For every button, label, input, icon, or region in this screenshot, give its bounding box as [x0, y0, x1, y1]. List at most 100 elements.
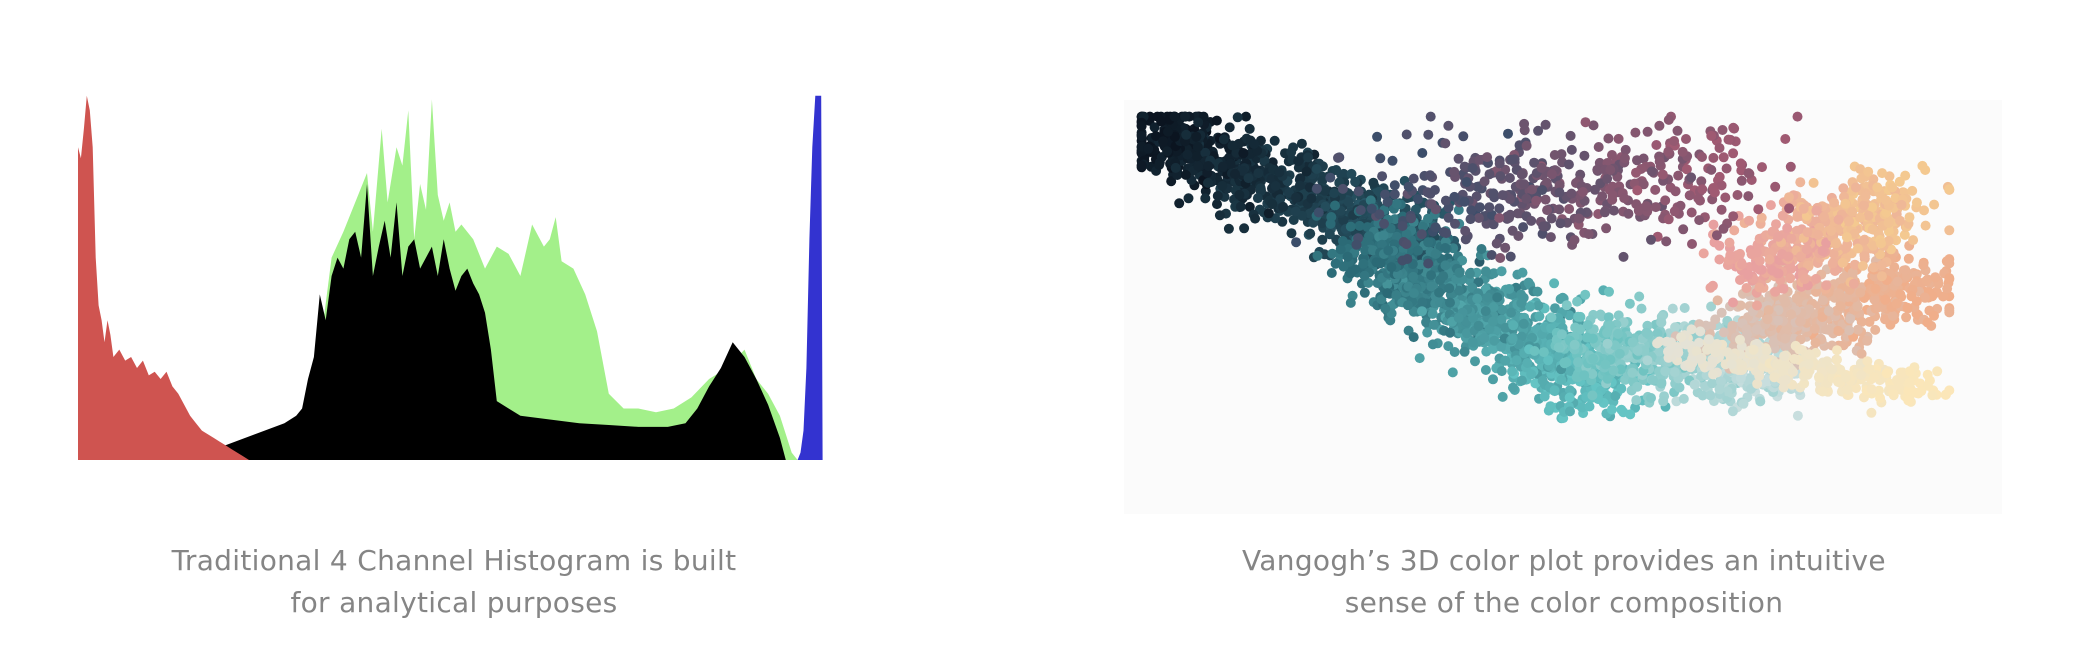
color-point-1488: [1364, 231, 1374, 242]
color-point-4102: [1500, 242, 1511, 253]
color-point-2408: [1652, 328, 1663, 339]
color-point-510: [1286, 228, 1297, 239]
color-point-4329: [1851, 383, 1861, 394]
color-point-3986: [1681, 134, 1691, 144]
color-point-4388: [1694, 337, 1704, 348]
color-point-3233: [1944, 273, 1955, 284]
color-point-3261: [1895, 289, 1906, 300]
color-point-3985: [1785, 161, 1796, 172]
color-point-2337: [1538, 347, 1549, 358]
color-point-2505: [1674, 382, 1685, 393]
color-point-2679: [1689, 379, 1700, 390]
color-point-232: [1239, 223, 1250, 234]
color-point-4183: [1631, 167, 1641, 178]
color-point-1927: [1443, 341, 1454, 352]
color-point-3947: [1620, 144, 1631, 155]
color-point-4178: [1602, 173, 1613, 184]
color-point-4124: [1641, 201, 1652, 212]
color-point-1859: [1415, 259, 1426, 270]
color-point-4146: [1521, 140, 1532, 151]
color-point-797: [1286, 147, 1297, 157]
color-point-3690: [1829, 197, 1840, 208]
color-point-4174: [1366, 203, 1377, 214]
color-point-3880: [1372, 131, 1383, 142]
color-point-2654: [1656, 317, 1667, 328]
color-point-3122: [1804, 304, 1815, 315]
color-point-2650: [1744, 375, 1755, 385]
color-point-2616: [1579, 370, 1590, 381]
color-point-1836: [1533, 300, 1544, 311]
color-point-3703: [1828, 248, 1839, 259]
color-point-2696: [1667, 303, 1678, 314]
color-point-3859: [1495, 253, 1506, 263]
color-point-4527: [1842, 384, 1853, 395]
color-point-3782: [1764, 254, 1775, 265]
color-point-3273: [1773, 315, 1784, 326]
color-point-3970: [1718, 152, 1729, 163]
color-point-3966: [1588, 120, 1599, 131]
color-point-1839: [1480, 306, 1491, 317]
color-point-3914: [1529, 157, 1540, 168]
color-point-4240: [1597, 191, 1608, 202]
color-point-2493: [1624, 298, 1635, 309]
color-point-1894: [1342, 251, 1353, 262]
color-point-4046: [1565, 130, 1576, 141]
color-point-4162: [1554, 187, 1565, 198]
color-point-667: [1290, 192, 1301, 203]
color-point-4225: [1465, 214, 1476, 225]
color-point-720: [1200, 193, 1211, 204]
color-point-2620: [1705, 390, 1716, 401]
color-point-3767: [1817, 245, 1828, 256]
color-point-4235: [1663, 146, 1674, 157]
color-point-1910: [1418, 221, 1428, 232]
histogram-caption-line-2: for analytical purposes: [290, 586, 618, 619]
color-point-1985: [1476, 244, 1487, 254]
color-point-3220: [1891, 298, 1902, 309]
color-point-3929: [1720, 192, 1731, 203]
color-point-799: [1170, 162, 1181, 173]
color-point-4175: [1547, 169, 1557, 180]
color-point-772: [1151, 131, 1161, 141]
color-point-4494: [1866, 384, 1877, 395]
color-point-3200: [1929, 310, 1939, 321]
color-point-3997: [1425, 170, 1436, 181]
color-point-2677: [1613, 328, 1623, 339]
color-point-4050: [1681, 164, 1692, 175]
color-point-1785: [1496, 366, 1507, 377]
color-point-896: [1243, 173, 1254, 184]
color-point-1944: [1449, 347, 1460, 357]
color-point-3221: [1718, 327, 1729, 338]
color-point-1907: [1479, 333, 1490, 344]
color-point-1949: [1445, 327, 1455, 338]
color-point-4161: [1402, 254, 1413, 264]
color-point-3777: [1743, 269, 1754, 280]
color-point-4097: [1672, 125, 1683, 136]
color-point-798: [1136, 121, 1147, 132]
color-point-3589: [1782, 223, 1793, 234]
color-point-1869: [1330, 258, 1341, 269]
color-point-1976: [1408, 288, 1419, 299]
color-point-3428: [1765, 200, 1776, 211]
color-point-3512: [1917, 160, 1928, 171]
color-point-4095: [1735, 158, 1746, 169]
color-point-4222: [1697, 152, 1707, 162]
color-point-3392: [1855, 164, 1866, 175]
color-point-3950: [1311, 183, 1322, 194]
color-point-652: [1180, 169, 1191, 180]
color-point-1494: [1376, 294, 1387, 305]
color-point-1981: [1508, 320, 1519, 331]
color-point-1793: [1312, 250, 1323, 261]
color-point-840: [1244, 123, 1255, 134]
color-point-4063: [1488, 188, 1499, 199]
color-point-4075: [1546, 213, 1557, 224]
color-point-1606: [1534, 311, 1545, 322]
color-point-4160: [1531, 195, 1542, 206]
color-point-3624: [1821, 280, 1832, 291]
color-point-378: [1368, 177, 1379, 188]
color-point-1918: [1438, 271, 1449, 282]
color-point-4180: [1519, 179, 1530, 190]
color-point-2516: [1706, 301, 1717, 312]
color-point-1704: [1584, 401, 1595, 412]
color-point-4530: [1840, 372, 1851, 383]
color-point-4037: [1670, 186, 1681, 197]
